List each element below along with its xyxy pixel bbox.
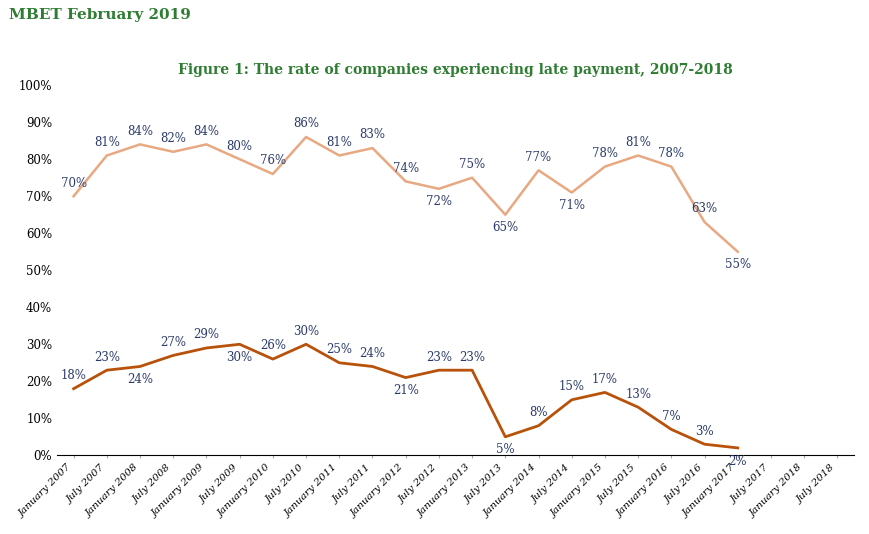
Text: 84%: 84% [194,125,220,138]
Text: 29%: 29% [194,328,220,341]
Text: 7%: 7% [662,410,680,423]
Text: 23%: 23% [426,350,452,364]
Text: 83%: 83% [360,129,386,142]
Text: 80%: 80% [227,139,253,153]
Text: 78%: 78% [659,147,685,160]
Text: 23%: 23% [459,350,485,364]
Text: MBET February 2019: MBET February 2019 [9,8,190,22]
Title: Figure 1: The rate of companies experiencing late payment, 2007-2018: Figure 1: The rate of companies experien… [178,63,733,77]
Text: 24%: 24% [360,347,386,360]
Text: 74%: 74% [393,162,419,175]
Text: 65%: 65% [492,222,519,234]
Text: 24%: 24% [127,373,153,386]
Text: 63%: 63% [692,202,718,215]
Text: 84%: 84% [127,125,153,138]
Text: 30%: 30% [227,351,253,364]
Text: 81%: 81% [327,136,352,149]
Text: 2%: 2% [728,454,747,468]
Text: 18%: 18% [61,369,87,382]
Text: 15%: 15% [559,380,585,393]
Text: 82%: 82% [160,132,186,145]
Text: 21%: 21% [393,384,419,397]
Text: 5%: 5% [496,443,514,457]
Text: 86%: 86% [293,117,319,130]
Text: 55%: 55% [725,258,751,271]
Text: 25%: 25% [326,343,352,356]
Text: 30%: 30% [293,325,319,337]
Text: 76%: 76% [260,154,286,167]
Text: 81%: 81% [94,136,120,149]
Text: 13%: 13% [625,388,651,400]
Text: 72%: 72% [426,195,452,208]
Text: 23%: 23% [94,350,120,364]
Text: 71%: 71% [559,199,585,212]
Text: 27%: 27% [160,336,186,349]
Text: 70%: 70% [61,177,87,190]
Text: 8%: 8% [529,406,547,419]
Text: 77%: 77% [526,151,552,163]
Text: 26%: 26% [260,340,286,352]
Text: 75%: 75% [459,158,485,171]
Text: 78%: 78% [592,147,618,160]
Text: 17%: 17% [592,373,618,386]
Text: 3%: 3% [695,425,713,437]
Text: 81%: 81% [625,136,651,149]
